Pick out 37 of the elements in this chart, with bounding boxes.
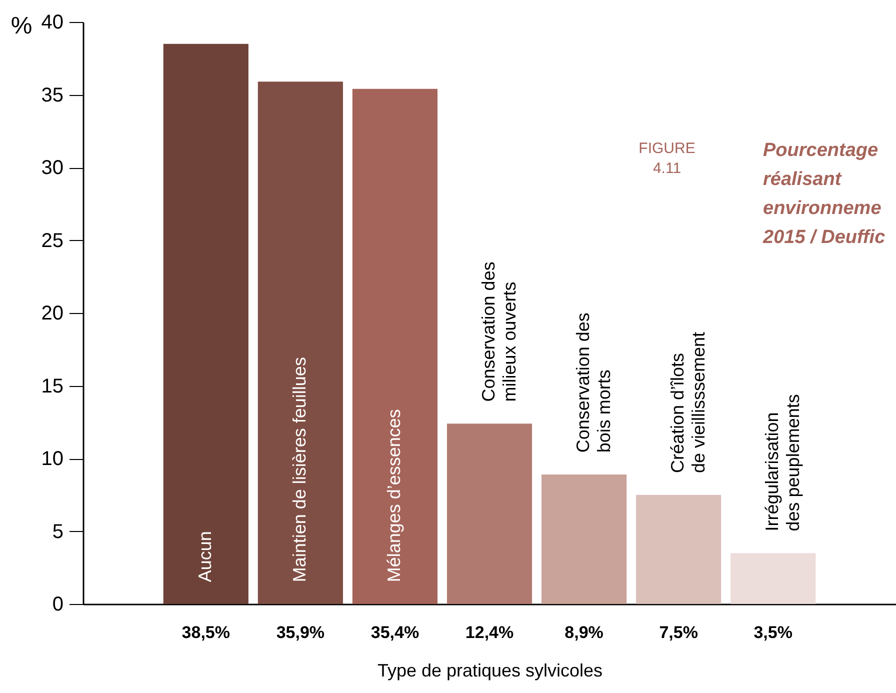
y-tick-label: 25 xyxy=(41,230,64,252)
data-label: 35,9% xyxy=(276,623,325,642)
bar xyxy=(636,494,722,604)
bar xyxy=(730,553,816,604)
bar xyxy=(163,44,248,604)
y-tick-label: 10 xyxy=(41,448,64,470)
x-tick-label: Maintien de lisières feuillues xyxy=(289,357,310,582)
y-tick-label: 40 xyxy=(41,12,64,34)
x-tick-label: Mélanges d’essences xyxy=(384,409,404,582)
y-tick-label: 15 xyxy=(41,375,64,398)
annotation: environneme xyxy=(763,198,882,219)
y-tick-label: 0 xyxy=(52,594,64,616)
annotation: 2015 / Deuffic xyxy=(762,227,886,248)
x-tick-label: Irrégularisation des peuplements xyxy=(762,394,804,532)
data-label: 35,4% xyxy=(370,623,420,642)
bar xyxy=(258,82,343,604)
y-tick-label: 30 xyxy=(41,157,64,179)
annotation: réalisant xyxy=(763,169,842,190)
y-tick-label: 20 xyxy=(41,302,64,324)
bar xyxy=(352,88,438,604)
data-label: 7,5% xyxy=(659,623,698,642)
data-label: 12,4% xyxy=(465,623,514,642)
bar xyxy=(541,474,627,604)
y-tick-label: 35 xyxy=(41,84,64,106)
x-tick-label: Conservation des milieux ouverts xyxy=(478,262,520,402)
annotation: FIGURE 4.11 xyxy=(638,140,696,177)
x-axis-title: Type de pratiques sylvicoles xyxy=(377,660,603,680)
bar xyxy=(446,424,532,604)
data-label: 3,5% xyxy=(754,623,792,642)
y-axis-title: % xyxy=(10,12,32,40)
data-label: 8,9% xyxy=(564,623,604,642)
annotation: Pourcentage xyxy=(763,140,879,161)
x-tick-label: Aucun xyxy=(194,531,215,582)
y-tick-label: 5 xyxy=(52,520,64,543)
x-tick-label: Conservation des bois morts xyxy=(573,312,614,453)
x-tick-label: Création d’îlots de vieillisssement xyxy=(668,332,709,474)
data-label: 38,5% xyxy=(182,623,230,642)
